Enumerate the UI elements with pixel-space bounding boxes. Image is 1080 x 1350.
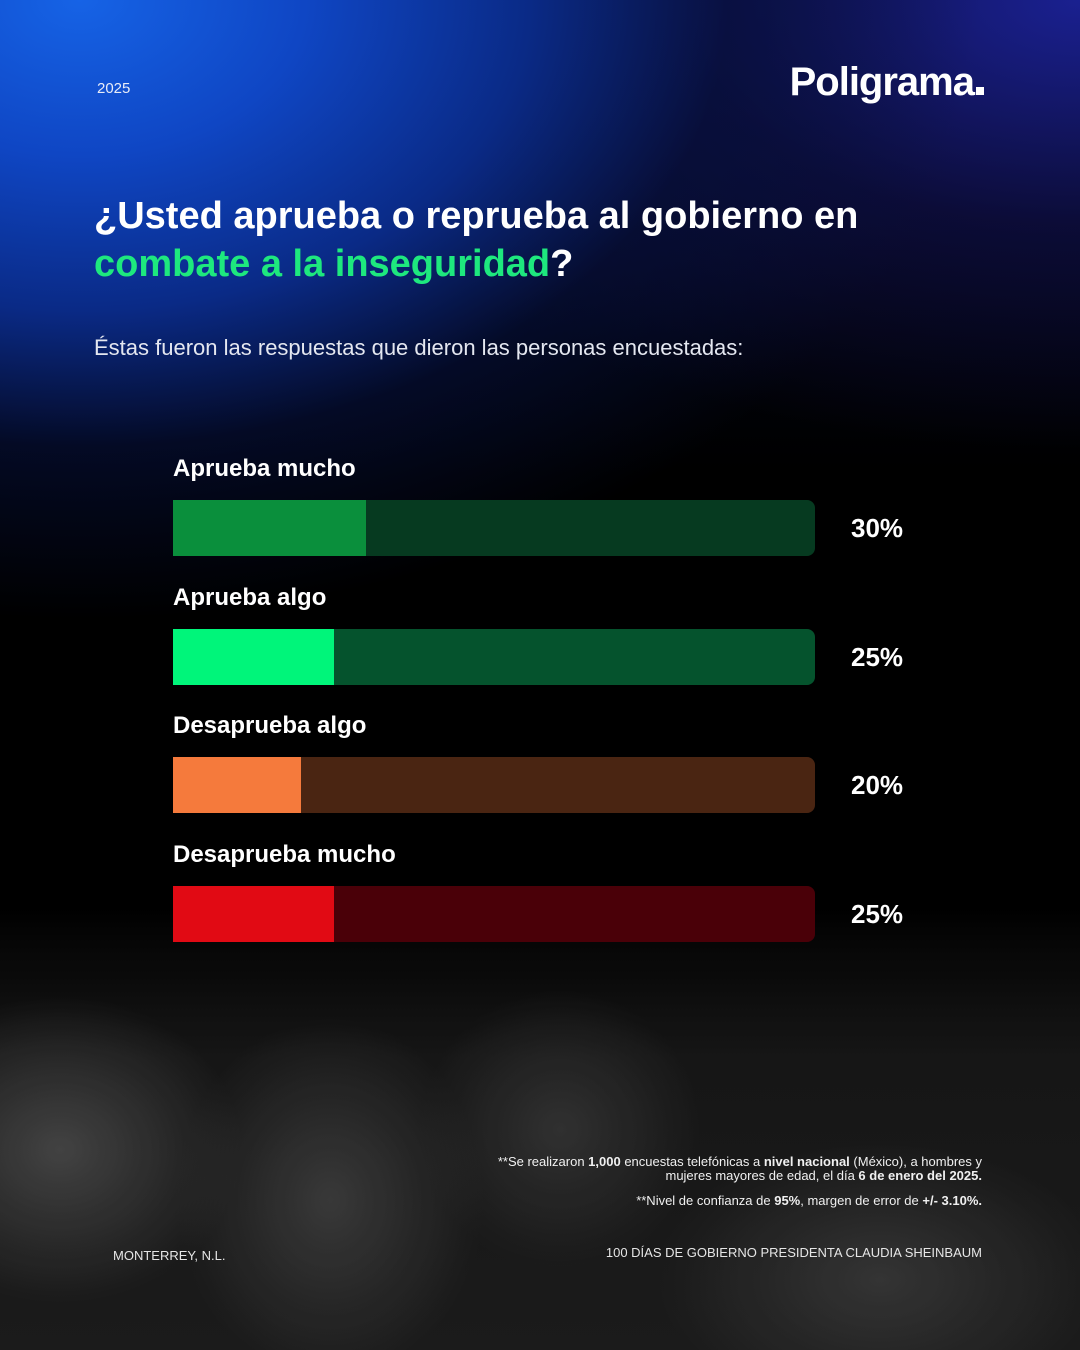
title-highlight: combate a la inseguridad (94, 243, 551, 285)
logo-text: Poligrama (789, 60, 975, 104)
footer-location: MONTERREY, N.L. (113, 1248, 226, 1263)
footer-campaign: 100 DÍAS DE GOBIERNO PRESIDENTA CLAUDIA … (605, 1245, 982, 1260)
title-part-2: ? (550, 243, 574, 285)
bar (173, 757, 302, 813)
bar (173, 500, 366, 556)
logo-dot-icon (976, 87, 984, 95)
bar-value-label: 25% (851, 641, 904, 672)
bar-value-label: 20% (851, 770, 904, 800)
note-text: mujeres mayores de edad, el día (665, 1168, 859, 1183)
note-text: encuestas telefónicas a (620, 1154, 764, 1169)
bar-value-label: 25% (851, 898, 904, 929)
note-bold: +/- 3.10%. (922, 1193, 982, 1208)
bar-label: Aprueba algo (173, 583, 327, 611)
bar-label: Desaprueba algo (173, 712, 367, 739)
note-text: **Se realizaron (497, 1154, 589, 1169)
bar-track (173, 628, 815, 685)
note-bold: 1,000 (588, 1154, 621, 1169)
note-text: , margen de error de (800, 1193, 923, 1208)
note-bold: 95% (774, 1193, 801, 1208)
bar-track (173, 885, 815, 942)
confidence-note: **Nivel de confianza de 95%, margen de e… (422, 1194, 982, 1208)
page-title: ¿Usted aprueba o reprueba al gobierno en… (94, 192, 994, 288)
note-bold: 6 de enero del 2025. (858, 1168, 982, 1183)
bar (173, 628, 334, 685)
subtitle: Éstas fueron las respuestas que dieron l… (94, 335, 744, 360)
bar (173, 885, 334, 942)
bar-label: Aprueba mucho (173, 455, 356, 482)
bar-label: Desaprueba mucho (173, 840, 396, 868)
note-text: (México), a hombres y (849, 1154, 982, 1169)
title-part-1: ¿Usted aprueba o reprueba al gobierno en (94, 195, 859, 237)
note-text: **Nivel de confianza de (636, 1193, 775, 1208)
brand-logo: Poligrama (790, 60, 984, 105)
background-photo (0, 900, 1080, 1350)
note-bold: nivel nacional (763, 1154, 850, 1169)
bar-track (173, 500, 815, 556)
bar-value-label: 30% (851, 513, 904, 543)
survey-note: **Se realizaron 1,000 encuestas telefóni… (422, 1155, 982, 1183)
bar-track (173, 757, 815, 813)
year-label: 2025 (97, 80, 131, 97)
